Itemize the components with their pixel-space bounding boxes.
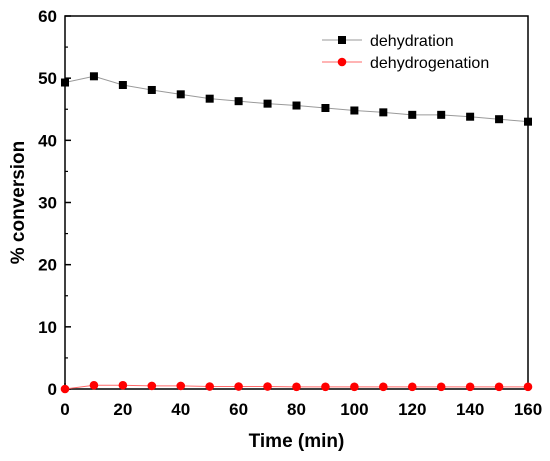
point-dehydration [321,104,330,113]
point-dehydrogenation [494,382,504,392]
point-dehydrogenation [89,380,99,390]
point-dehydration [89,72,98,81]
point-dehydrogenation [176,381,186,391]
point-dehydration [263,99,272,108]
x-tick-label: 40 [171,400,190,419]
legend-marker-dehydrogenation [337,57,347,67]
point-dehydration [524,117,532,126]
point-dehydrogenation [321,382,330,392]
point-dehydrogenation [350,382,359,392]
x-tick-label: 60 [229,400,248,419]
point-dehydrogenation [60,384,70,394]
point-dehydrogenation [379,382,388,392]
y-axis-title: % conversion [8,141,29,265]
point-dehydration [292,101,301,110]
point-dehydration [495,115,504,124]
y-tick-label: 40 [38,131,57,150]
point-dehydration [437,110,446,119]
legend-label-dehydrogenation: dehydrogenation [370,55,489,72]
point-dehydration [466,112,475,121]
legend-label-dehydration: dehydration [370,33,454,50]
point-dehydrogenation [147,381,157,391]
point-dehydrogenation [407,382,417,392]
x-axis-title: Time (min) [249,431,345,452]
point-dehydration [408,110,417,119]
point-dehydration [350,106,359,115]
y-tick-label: 20 [38,256,57,275]
point-dehydrogenation [234,382,243,391]
point-dehydration [234,97,243,106]
series-line-dehydration [64,75,529,123]
y-tick-label: 0 [48,380,57,399]
point-dehydration [176,90,185,99]
y-tick-label: 30 [38,194,57,213]
point-dehydrogenation [292,382,301,392]
y-tick-label: 60 [38,7,57,26]
x-tick-label: 0 [60,400,69,419]
legend: dehydration dehydrogenation [322,33,489,72]
point-dehydration [379,108,388,117]
y-tick-label: 10 [38,318,57,337]
point-dehydration [147,85,156,94]
y-tick-label: 50 [38,69,57,88]
x-tick-label: 120 [398,400,426,419]
point-dehydration [118,81,127,90]
point-dehydration [61,78,69,87]
x-tick-label: 20 [113,400,132,419]
point-dehydrogenation [205,382,214,391]
point-dehydrogenation [465,382,475,392]
x-tick-label: 80 [287,400,306,419]
series-lines [64,75,529,390]
point-dehydrogenation [263,382,272,391]
point-dehydrogenation [436,382,446,392]
point-dehydration [205,94,214,103]
point-dehydrogenation [523,382,533,392]
legend-marker-dehydration [338,36,346,44]
series-markers [60,72,533,394]
point-dehydrogenation [118,380,128,390]
x-tick-label: 160 [514,400,542,419]
x-tick-label: 100 [340,400,368,419]
x-tick-label: 140 [456,400,484,419]
